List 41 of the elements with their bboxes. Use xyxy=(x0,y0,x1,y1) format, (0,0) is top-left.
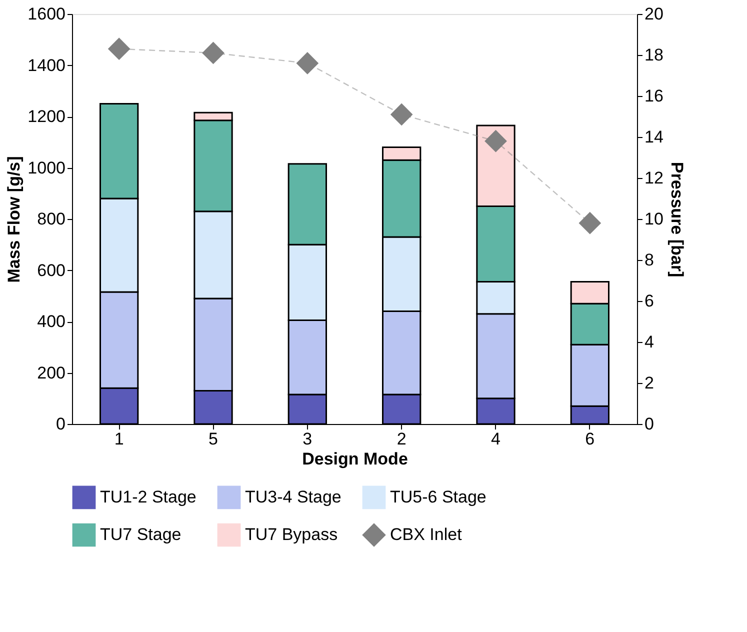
y-tick-label: 200 xyxy=(37,363,66,382)
x-axis-title: Design Mode xyxy=(302,450,408,468)
y2-tick-label: 0 xyxy=(644,414,654,434)
legend-label: TU7 Stage xyxy=(100,525,182,544)
y-tick-label: 1000 xyxy=(28,158,66,178)
y2-tick-label: 12 xyxy=(644,168,664,188)
x-tick-label: 6 xyxy=(585,430,595,448)
y2-tick-label: 4 xyxy=(644,332,654,352)
y2-tick-label: 14 xyxy=(644,128,664,146)
x-tick-label: 2 xyxy=(396,430,406,448)
legend-label: TU3-4 Stage xyxy=(245,487,342,506)
legend-label: TU7 Bypass xyxy=(245,525,338,544)
y-tick-label: 1200 xyxy=(28,107,66,126)
y2-tick-label: 18 xyxy=(644,46,664,64)
legend-label: TU1-2 Stage xyxy=(100,487,196,506)
y2-axis-title: Pressure [bar] xyxy=(667,162,686,278)
y2-tick-label: 10 xyxy=(644,210,664,228)
y2-tick-label: 8 xyxy=(644,250,654,270)
y-tick-label: 600 xyxy=(37,260,66,280)
y2-tick-label: 16 xyxy=(644,86,664,106)
x-tick-label: 5 xyxy=(208,430,218,448)
point xyxy=(578,212,602,234)
point xyxy=(202,42,224,64)
legend-label: TU5-6 Stage xyxy=(390,487,486,506)
y2-tick-label: 2 xyxy=(644,374,654,392)
legend-label: CBX Inlet xyxy=(390,525,462,544)
x-tick-label: 4 xyxy=(491,430,500,448)
y-tick-label: 800 xyxy=(37,210,66,228)
point xyxy=(108,38,130,60)
point xyxy=(484,130,507,152)
y-tick-label: 1400 xyxy=(28,56,66,75)
y2-tick-label: 6 xyxy=(644,292,654,310)
y-axis-title: Mass Flow [g/s] xyxy=(4,156,24,283)
x-tick-label: 3 xyxy=(302,430,312,448)
y-tick-label: 1600 xyxy=(28,4,66,24)
point xyxy=(296,52,319,74)
y-tick-label: 0 xyxy=(56,414,66,434)
point xyxy=(390,103,413,126)
x-tick-label: 1 xyxy=(114,430,124,448)
y2-tick-label: 20 xyxy=(644,4,664,24)
y-tick-label: 400 xyxy=(37,312,66,331)
